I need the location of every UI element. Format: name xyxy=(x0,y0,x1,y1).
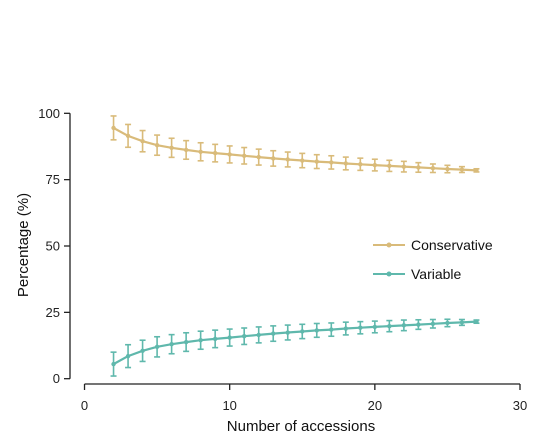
data-point xyxy=(285,330,290,335)
data-point xyxy=(140,138,145,144)
data-point xyxy=(271,156,276,161)
data-point xyxy=(372,162,378,168)
data-point xyxy=(183,339,189,345)
data-point xyxy=(430,166,436,171)
data-point xyxy=(445,166,450,172)
data-point xyxy=(358,325,363,330)
legend-label: Variable xyxy=(411,266,462,282)
data-point xyxy=(314,159,319,164)
data-point xyxy=(459,167,465,172)
y-ticks: 0 25 50 75 100 xyxy=(38,106,70,386)
data-point xyxy=(416,165,421,170)
data-point xyxy=(372,324,378,330)
data-point xyxy=(430,321,436,326)
data-point xyxy=(387,163,392,169)
data-point xyxy=(227,335,232,340)
y-tick-label: 50 xyxy=(46,239,60,254)
data-point xyxy=(125,353,131,359)
legend-swatch-point xyxy=(386,242,392,248)
data-point xyxy=(459,320,465,325)
data-point xyxy=(212,336,218,342)
data-point xyxy=(474,168,479,173)
data-point xyxy=(401,164,407,169)
data-point xyxy=(154,142,160,148)
data-point xyxy=(256,154,261,160)
data-point xyxy=(358,162,363,167)
data-point xyxy=(198,149,203,154)
data-point xyxy=(169,341,174,347)
data-point xyxy=(241,334,247,339)
data-point xyxy=(154,344,160,350)
y-axis-title: Percentage (%) xyxy=(15,193,32,297)
data-point xyxy=(227,152,232,157)
data-point xyxy=(241,153,247,158)
data-point xyxy=(256,332,261,338)
series-variable xyxy=(110,318,480,377)
data-point xyxy=(300,158,305,163)
series-line xyxy=(112,126,477,172)
data-point xyxy=(300,329,305,334)
y-tick-label: 0 xyxy=(53,371,60,386)
x-tick-label: 10 xyxy=(222,398,236,413)
data-point xyxy=(343,326,349,331)
data-point xyxy=(314,328,319,333)
data-point xyxy=(343,161,349,166)
y-tick-label: 25 xyxy=(46,305,60,320)
legend-label: Conservative xyxy=(411,237,493,253)
data-point xyxy=(198,338,203,343)
legend: Conservative Variable xyxy=(373,237,493,282)
data-point xyxy=(111,125,116,131)
data-point xyxy=(212,150,218,156)
legend-item: Variable xyxy=(373,266,462,282)
data-point xyxy=(329,327,334,332)
x-ticks: 0 10 20 30 xyxy=(81,384,527,413)
data-point xyxy=(169,145,174,151)
x-tick-label: 20 xyxy=(368,398,382,413)
series-conservative xyxy=(110,115,480,174)
data-point xyxy=(183,147,189,153)
y-tick-label: 100 xyxy=(38,106,60,121)
legend-swatch-point xyxy=(386,271,392,277)
series-layer xyxy=(110,115,480,377)
y-tick-label: 75 xyxy=(46,172,60,187)
x-tick-label: 0 xyxy=(81,398,88,413)
x-tick-label: 30 xyxy=(513,398,527,413)
data-point xyxy=(111,361,116,367)
data-point xyxy=(401,323,407,328)
data-point xyxy=(125,133,131,139)
data-point xyxy=(271,331,276,336)
data-point xyxy=(416,322,421,327)
data-point xyxy=(140,348,145,354)
data-point xyxy=(285,157,290,162)
data-point xyxy=(474,319,479,324)
data-point xyxy=(387,323,392,329)
data-point xyxy=(445,320,450,326)
legend-item: Conservative xyxy=(373,237,493,253)
data-point xyxy=(329,160,334,165)
x-axis-title: Number of accessions xyxy=(227,418,375,435)
series-line xyxy=(112,320,477,366)
